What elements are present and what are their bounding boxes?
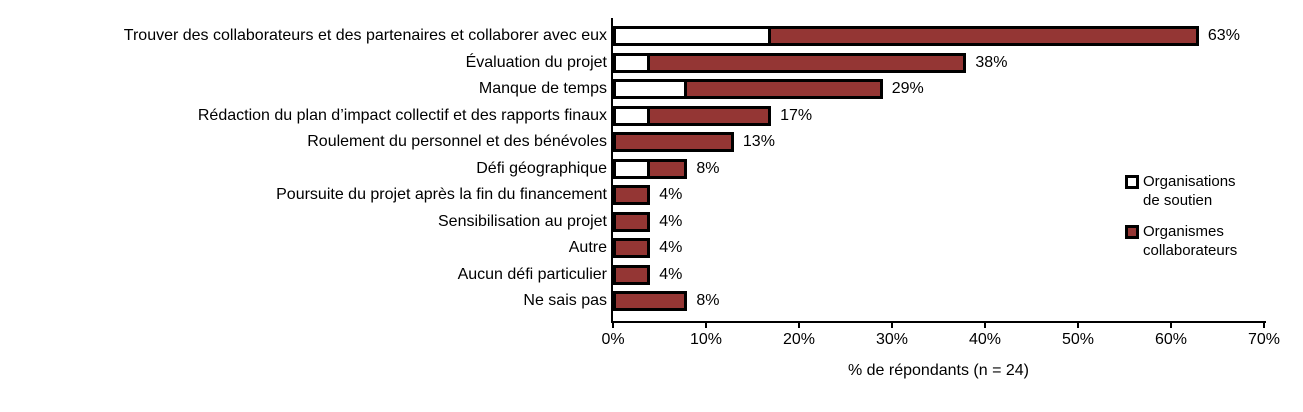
bar-organismes-collaborateurs bbox=[613, 132, 734, 153]
bar-value-label: 17% bbox=[780, 106, 813, 124]
bar-value-label: 4% bbox=[659, 239, 683, 256]
category-label: Aucun défi particulier bbox=[457, 265, 607, 283]
x-tick-mark bbox=[1170, 322, 1172, 328]
legend-swatch-icon bbox=[1125, 175, 1139, 189]
bar-organismes-collaborateurs bbox=[613, 238, 651, 259]
legend-item: Organismes collaborateurs bbox=[1125, 222, 1300, 260]
category-label: Trouver des collaborateurs et des parten… bbox=[123, 27, 607, 44]
y-axis-line bbox=[611, 18, 613, 323]
category-label: Évaluation du projet bbox=[465, 53, 607, 71]
x-tick-mark bbox=[705, 322, 707, 328]
bar-value-label: 4% bbox=[659, 212, 683, 230]
category-label: Sensibilisation au projet bbox=[438, 212, 607, 230]
bar-value-label: 8% bbox=[696, 292, 720, 309]
bar-organisations-de-soutien bbox=[613, 158, 651, 179]
bar-value-label: 29% bbox=[891, 80, 924, 97]
bar-value-label: 13% bbox=[742, 133, 775, 150]
category-label: Rédaction du plan d’impact collectif et … bbox=[197, 106, 607, 124]
bar-organisations-de-soutien bbox=[613, 26, 772, 47]
category-label: Manque de temps bbox=[478, 80, 607, 97]
legend-swatch-icon bbox=[1125, 225, 1139, 239]
category-label: Autre bbox=[568, 239, 607, 256]
bar-organismes-collaborateurs bbox=[613, 291, 688, 312]
bar-organismes-collaborateurs bbox=[613, 185, 651, 206]
bar-organisations-de-soutien bbox=[613, 79, 688, 100]
x-axis-line bbox=[611, 321, 1266, 323]
legend-label: Organisations de soutien bbox=[1143, 173, 1236, 209]
bar-value-label: 8% bbox=[696, 159, 720, 177]
bar-organismes-collaborateurs bbox=[613, 264, 651, 285]
bar-organismes-collaborateurs bbox=[613, 52, 967, 73]
x-tick-label: 40% bbox=[968, 331, 1002, 348]
x-tick-mark bbox=[798, 322, 800, 328]
legend: Organisations de soutien Organismes colla… bbox=[1125, 172, 1300, 272]
x-tick-label: 60% bbox=[1154, 331, 1188, 348]
x-axis-title: % de répondants (n = 24) bbox=[847, 362, 1029, 379]
x-tick-label: 10% bbox=[689, 331, 723, 348]
bar-organismes-collaborateurs bbox=[613, 211, 651, 232]
category-label: Roulement du personnel et des bénévoles bbox=[307, 133, 607, 150]
x-tick-mark bbox=[891, 322, 893, 328]
legend-label: Organismes collaborateurs bbox=[1143, 223, 1238, 259]
x-tick-mark bbox=[612, 322, 614, 328]
category-label: Défi géographique bbox=[476, 159, 607, 177]
x-tick-mark bbox=[1077, 322, 1079, 328]
bar-organisations-de-soutien bbox=[613, 105, 651, 126]
x-tick-label: 70% bbox=[1247, 331, 1281, 348]
bar-value-label: 63% bbox=[1207, 27, 1240, 44]
bar-organisations-de-soutien bbox=[613, 52, 651, 73]
x-tick-label: 20% bbox=[782, 331, 816, 348]
bar-value-label: 4% bbox=[659, 265, 683, 283]
x-tick-mark bbox=[1263, 322, 1265, 328]
bar-value-label: 38% bbox=[975, 53, 1008, 71]
category-label: Poursuite du projet après la fin du fina… bbox=[276, 186, 607, 203]
category-label: Ne sais pas bbox=[523, 292, 607, 309]
x-tick-mark bbox=[984, 322, 986, 328]
legend-item: Organisations de soutien bbox=[1125, 172, 1300, 210]
x-tick-label: 0% bbox=[601, 331, 625, 348]
x-tick-label: 50% bbox=[1061, 331, 1095, 348]
bar-value-label: 4% bbox=[659, 186, 683, 203]
x-tick-label: 30% bbox=[875, 331, 909, 348]
